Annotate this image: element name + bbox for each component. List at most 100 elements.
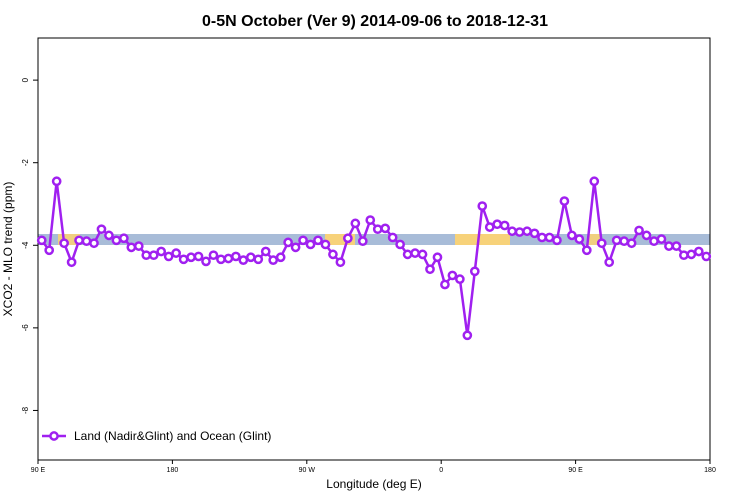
point — [596, 238, 607, 249]
point — [268, 255, 279, 265]
point — [186, 252, 196, 263]
point — [641, 230, 652, 241]
point — [178, 254, 189, 265]
point — [44, 245, 55, 256]
point — [544, 232, 555, 243]
point — [686, 249, 697, 260]
point — [223, 253, 234, 264]
point — [507, 226, 517, 237]
point — [141, 250, 152, 261]
point — [417, 249, 428, 260]
point — [693, 246, 704, 257]
point — [664, 241, 674, 251]
point — [559, 196, 570, 206]
y-tick-label: 0 — [21, 77, 30, 82]
point — [477, 201, 488, 211]
point — [701, 251, 712, 262]
point — [469, 266, 480, 277]
point — [671, 241, 682, 251]
land-band — [325, 234, 355, 245]
legend-label: Land (Nadir&Glint) and Ocean (Glint) — [74, 429, 271, 443]
y-tick-label: -2 — [21, 159, 30, 167]
point — [514, 227, 525, 237]
point — [440, 279, 450, 290]
point — [119, 233, 129, 244]
point — [679, 250, 689, 261]
point — [126, 242, 137, 253]
x-tick-label: 0 — [439, 467, 443, 474]
point — [395, 239, 405, 250]
point — [656, 234, 667, 244]
point — [320, 239, 331, 250]
chart-title: 0-5N October (Ver 9) 2014-09-06 to 2018-… — [202, 13, 548, 30]
point — [245, 252, 256, 263]
point — [305, 239, 316, 250]
point — [462, 330, 473, 341]
point — [104, 230, 114, 241]
point — [350, 218, 361, 229]
legend-marker — [49, 431, 59, 441]
point — [455, 274, 465, 284]
y-tick-label: -6 — [21, 324, 30, 332]
point — [193, 251, 204, 262]
point — [589, 176, 600, 187]
land-band — [588, 234, 600, 245]
point — [216, 254, 226, 265]
point — [231, 251, 241, 262]
point — [283, 237, 293, 248]
point — [74, 235, 84, 246]
point — [529, 228, 540, 239]
point — [66, 257, 77, 268]
point — [537, 232, 547, 243]
point — [432, 252, 443, 263]
point — [581, 245, 592, 256]
x-axis-label: Longitude (deg E) — [326, 477, 421, 491]
point — [499, 220, 510, 231]
point — [328, 249, 338, 260]
x-tick-label: 90 W — [299, 467, 316, 474]
point — [447, 270, 458, 281]
point — [357, 236, 368, 247]
point — [148, 250, 159, 261]
point — [133, 241, 144, 251]
land-band — [455, 234, 510, 245]
point — [208, 250, 219, 261]
band — [38, 234, 710, 245]
point — [402, 249, 413, 260]
point — [313, 235, 323, 246]
point — [387, 232, 398, 243]
point — [298, 235, 308, 246]
point — [574, 234, 585, 244]
point — [111, 235, 122, 246]
point — [567, 230, 577, 241]
y-axis-label: XCO2 - MLO trend (ppm) — [1, 182, 15, 317]
point — [365, 215, 376, 225]
point — [238, 255, 249, 265]
point — [290, 242, 301, 253]
point — [552, 235, 562, 246]
point — [275, 252, 286, 263]
land-band — [58, 234, 80, 245]
x-tick-label: 180 — [704, 467, 716, 474]
x-tick-label: 90 E — [568, 467, 583, 474]
ocean-band — [38, 234, 710, 245]
point — [372, 224, 383, 235]
x-tick-label: 180 — [167, 467, 179, 474]
point — [253, 254, 264, 265]
point — [604, 257, 615, 268]
point — [51, 176, 62, 187]
point — [626, 238, 637, 249]
point — [36, 235, 47, 246]
point — [59, 238, 69, 249]
point — [634, 225, 644, 236]
point — [260, 246, 271, 257]
point — [380, 223, 391, 234]
point — [163, 251, 174, 262]
point — [425, 264, 435, 275]
plot-frame — [37, 37, 711, 461]
point — [619, 236, 629, 247]
point — [611, 235, 622, 246]
point — [171, 248, 181, 258]
x-tick-label: 90 E — [31, 467, 46, 474]
